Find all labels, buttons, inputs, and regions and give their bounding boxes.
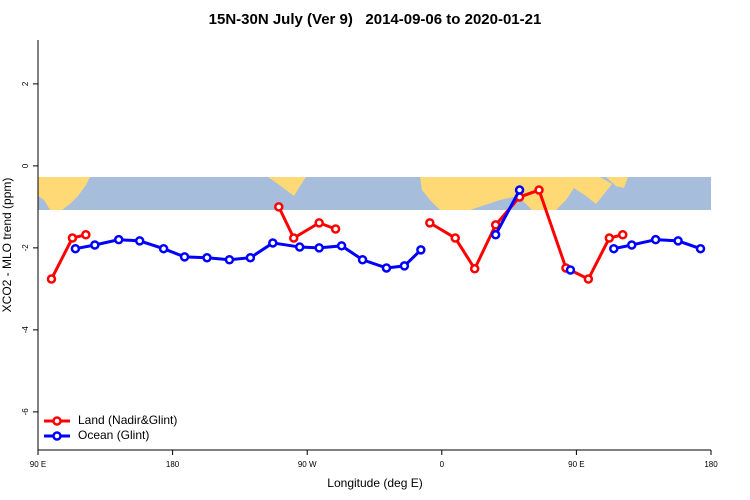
point <box>245 252 256 263</box>
point <box>490 230 501 240</box>
x-tick-label: 180 <box>166 460 180 469</box>
point <box>469 264 480 274</box>
point <box>274 202 284 212</box>
point <box>618 230 628 240</box>
point <box>90 240 100 250</box>
point <box>81 230 91 240</box>
point <box>673 236 683 246</box>
point <box>314 243 324 253</box>
point <box>67 233 78 243</box>
legend-label: Ocean (Glint) <box>78 428 149 442</box>
point <box>268 238 278 248</box>
series-line <box>429 188 624 282</box>
map-band <box>38 177 711 210</box>
point <box>294 242 305 252</box>
x-tick-label: 0 <box>440 460 445 469</box>
point <box>450 233 461 243</box>
point <box>158 243 169 254</box>
point <box>46 274 57 284</box>
point <box>534 185 544 195</box>
point <box>114 234 124 245</box>
point <box>288 233 299 243</box>
point <box>357 255 368 265</box>
point <box>330 224 341 234</box>
series-line <box>50 233 87 280</box>
chart-title: 15N-30N July (Ver 9) 2014-09-06 to 2020-… <box>209 11 542 28</box>
y-tick-label: 2 <box>21 81 30 86</box>
legend-marker <box>52 416 62 426</box>
y-axis-label: XCO2 - MLO trend (ppm) <box>0 178 14 313</box>
x-axis-label: Longitude (deg E) <box>327 476 422 490</box>
point <box>202 252 212 263</box>
y-tick-label: 0 <box>21 163 30 168</box>
point <box>695 243 706 254</box>
x-tick-label: 90 E <box>568 460 584 469</box>
point <box>604 233 615 243</box>
point <box>381 263 392 273</box>
point <box>70 243 81 254</box>
series-line <box>494 189 521 236</box>
y-tick-label: -4 <box>21 326 30 334</box>
point <box>609 243 619 254</box>
series-line <box>277 206 337 241</box>
legend-marker <box>52 431 62 441</box>
point <box>626 240 637 250</box>
point <box>583 274 594 284</box>
point <box>336 241 347 251</box>
point <box>416 245 426 255</box>
point <box>314 218 324 228</box>
point <box>224 255 235 265</box>
point <box>650 234 661 245</box>
point <box>514 185 525 195</box>
point <box>399 261 410 271</box>
x-tick-label: 90 E <box>30 460 46 469</box>
x-tick-label: 90 W <box>298 460 317 469</box>
y-tick-label: -2 <box>21 244 30 252</box>
y-tick-label: -6 <box>21 408 30 416</box>
legend-label: Land (Nadir&Glint) <box>78 413 177 427</box>
point <box>179 252 190 262</box>
point <box>425 218 435 228</box>
point <box>134 236 145 246</box>
point <box>490 220 501 230</box>
point <box>565 265 576 275</box>
x-tick-label: 180 <box>704 460 718 469</box>
